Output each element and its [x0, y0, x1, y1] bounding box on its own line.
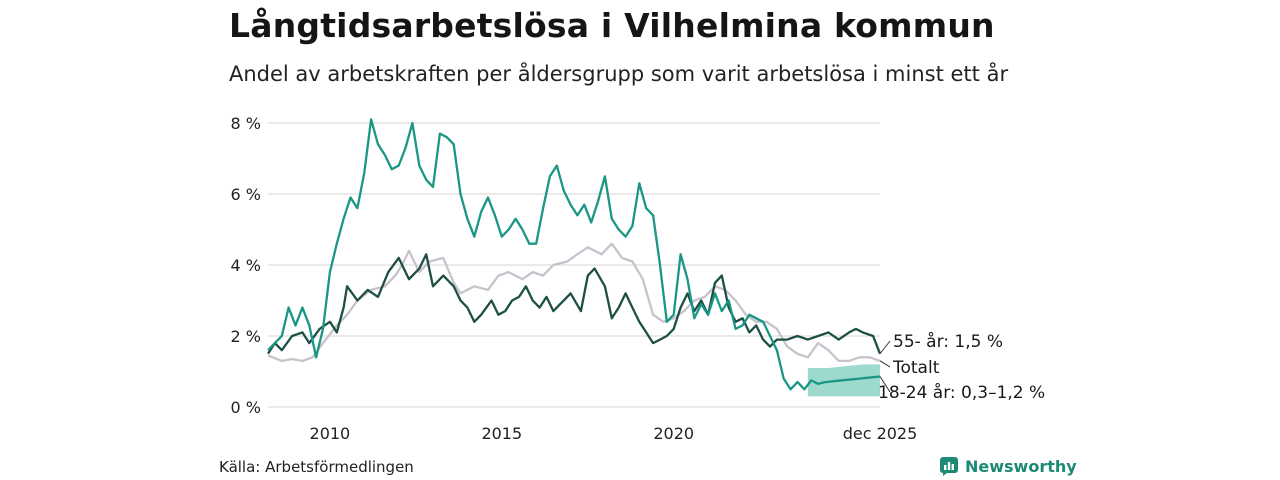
x-tick-label: 2015 [481, 424, 522, 443]
newsworthy-logo-icon [940, 457, 958, 476]
series-label-55-ar: 55- år: 1,5 % [893, 331, 1003, 352]
x-tick-label: dec 2025 [843, 424, 918, 443]
y-tick-label: 2 % [231, 327, 261, 346]
series-line-18-24-ar [267, 118, 881, 391]
label-connector [879, 340, 891, 355]
chart-title: Långtidsarbetslösa i Vilhelmina kommun [229, 6, 995, 45]
y-tick-label: 8 % [231, 114, 261, 133]
y-tick-label: 4 % [231, 256, 261, 275]
line-chart: 0 % 2 % 4 % 6 % 8 % 2010 2015 2020 dec 2025 Total… [231, 114, 1046, 443]
x-tick-label: 2020 [653, 424, 694, 443]
y-tick-label: 6 % [231, 185, 261, 204]
label-connector [879, 360, 891, 368]
label-connector [879, 376, 891, 393]
chart-subtitle: Andel av arbetskraften per åldersgrupp s… [229, 62, 1009, 86]
brand-name: Newsworthy [965, 456, 1077, 476]
brand-logo[interactable]: Newsworthy [939, 456, 1077, 476]
source-note: Källa: Arbetsförmedlingen [219, 458, 414, 476]
series-label-totalt: Totalt [892, 358, 940, 378]
x-tick-label: 2010 [310, 424, 351, 443]
series-line-totalt [267, 242, 881, 363]
y-tick-label: 0 % [231, 398, 261, 417]
series-line-55-ar [267, 253, 882, 355]
series-label-18-24-ar: 18-24 år: 0,3–1,2 % [878, 382, 1045, 403]
